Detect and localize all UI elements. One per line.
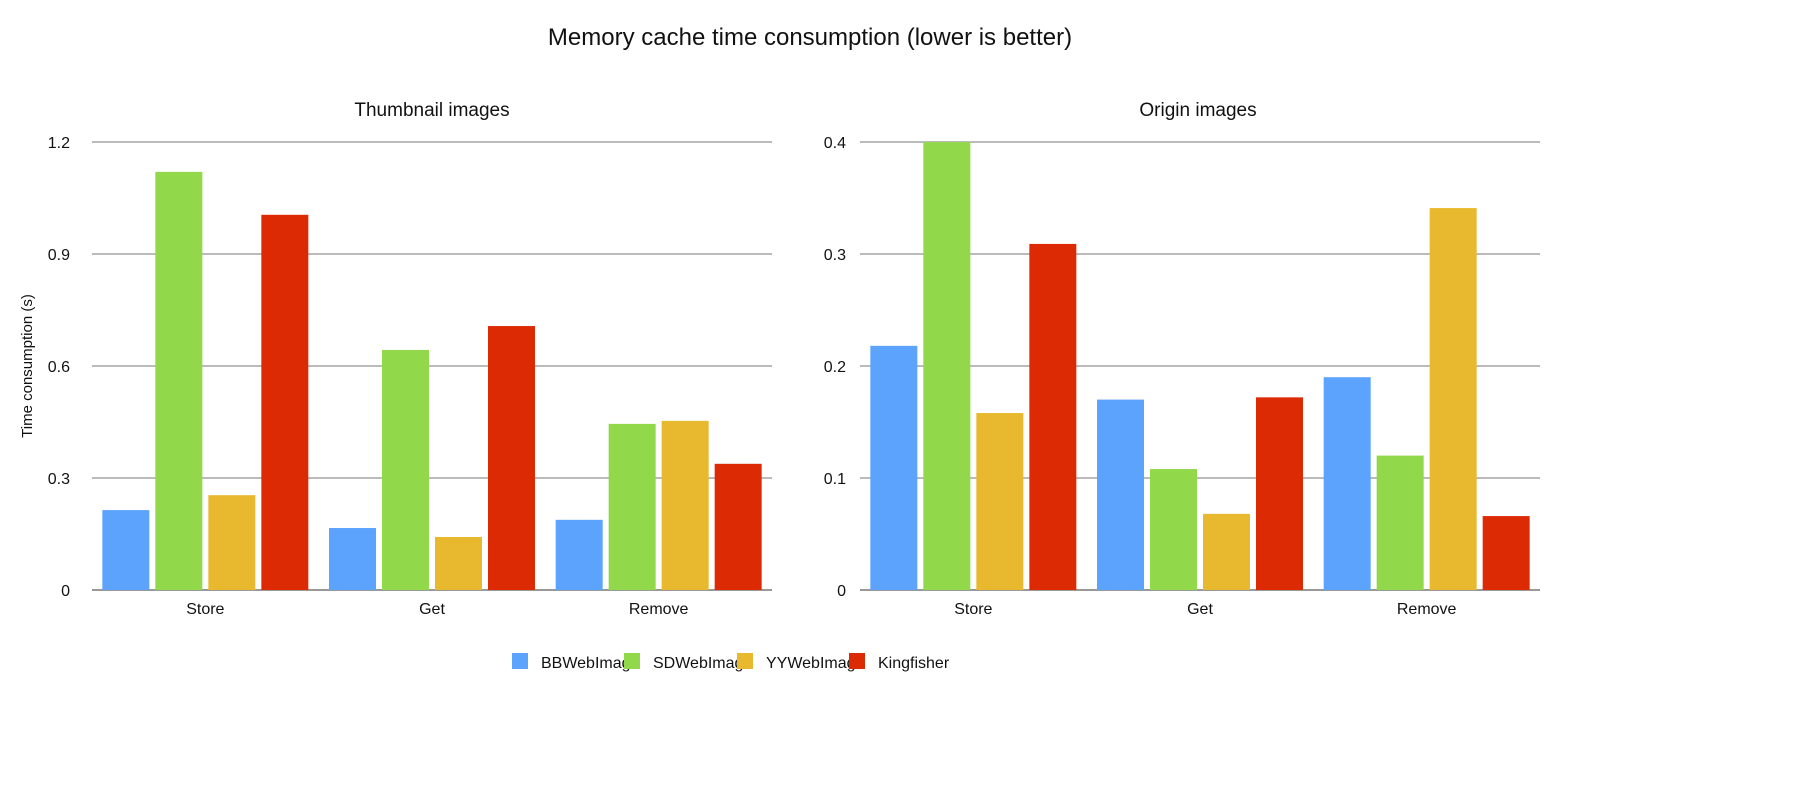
bar-sdwebimage-store: [923, 142, 971, 590]
x-tick-label: Store: [186, 601, 224, 618]
legend-label: SDWebImage: [653, 655, 752, 672]
bar-sdwebimage-remove: [608, 423, 656, 590]
legend-swatch-sdwebimage: [624, 653, 640, 669]
bar-bbwebimage-remove: [555, 519, 603, 590]
bar-bbwebimage-get: [1097, 399, 1144, 590]
bar-sdwebimage-store: [155, 171, 203, 590]
y-tick-label: 0.9: [48, 247, 70, 264]
legend-swatch-kingfisher: [849, 653, 865, 669]
bar-yywebimage-remove: [661, 420, 709, 590]
x-tick-label: Store: [954, 601, 992, 618]
legend-swatch-bbwebimage: [512, 653, 528, 669]
legend-label: YYWebImage: [766, 655, 865, 672]
bar-bbwebimage-get: [329, 528, 376, 590]
y-tick-label: 1.2: [48, 135, 70, 152]
x-tick-label: Get: [1187, 601, 1213, 618]
right-panel-title: Origin images: [1139, 100, 1256, 121]
y-tick-label: 0: [61, 583, 70, 600]
chart-title: Memory cache time consumption (lower is …: [548, 24, 1072, 51]
bar-kingfisher-get: [488, 326, 535, 590]
y-tick-label: 0: [837, 583, 846, 600]
bar-kingfisher-store: [1029, 243, 1077, 591]
y-tick-label: 0.4: [824, 135, 846, 152]
legend-label: BBWebImage: [541, 655, 640, 672]
bar-yywebimage-remove: [1429, 208, 1477, 590]
x-tick-label: Remove: [1397, 601, 1457, 618]
y-tick-label: 0.2: [824, 359, 846, 376]
bar-kingfisher-remove: [1482, 516, 1530, 590]
bar-kingfisher-store: [261, 214, 309, 591]
origin-panel: 0 0.1 0.2 0.3 0.4 Store Get Remove: [824, 135, 1540, 618]
bar-yywebimage-store: [976, 413, 1024, 590]
legend-swatch-yywebimage: [737, 653, 753, 669]
bar-bbwebimage-remove: [1323, 377, 1371, 590]
legend-label: Kingfisher: [878, 655, 950, 672]
bar-yywebimage-get: [1203, 513, 1250, 590]
bar-kingfisher-get: [1256, 397, 1303, 590]
bar-sdwebimage-remove: [1376, 455, 1424, 590]
y-tick-label: 0.6: [48, 359, 70, 376]
legend: BBWebImage SDWebImage YYWebImage Kingfisher: [512, 653, 950, 672]
x-tick-label: Remove: [629, 601, 689, 618]
left-panel-title: Thumbnail images: [354, 100, 509, 121]
y-axis-label: Time consumption (s): [19, 294, 36, 438]
x-tick-label: Get: [419, 601, 445, 618]
bar-yywebimage-store: [208, 495, 256, 590]
bar-bbwebimage-store: [102, 510, 150, 590]
bar-kingfisher-remove: [714, 463, 762, 590]
bar-sdwebimage-get: [1150, 469, 1197, 590]
y-tick-label: 0.1: [824, 471, 846, 488]
bar-yywebimage-get: [435, 536, 482, 590]
bar-bbwebimage-store: [870, 345, 918, 590]
bar-sdwebimage-get: [382, 349, 429, 590]
thumbnail-panel: 0 0.3 0.6 0.9 1.2 Store Get Remove: [48, 135, 772, 618]
y-tick-label: 0.3: [48, 471, 70, 488]
y-tick-label: 0.3: [824, 247, 846, 264]
